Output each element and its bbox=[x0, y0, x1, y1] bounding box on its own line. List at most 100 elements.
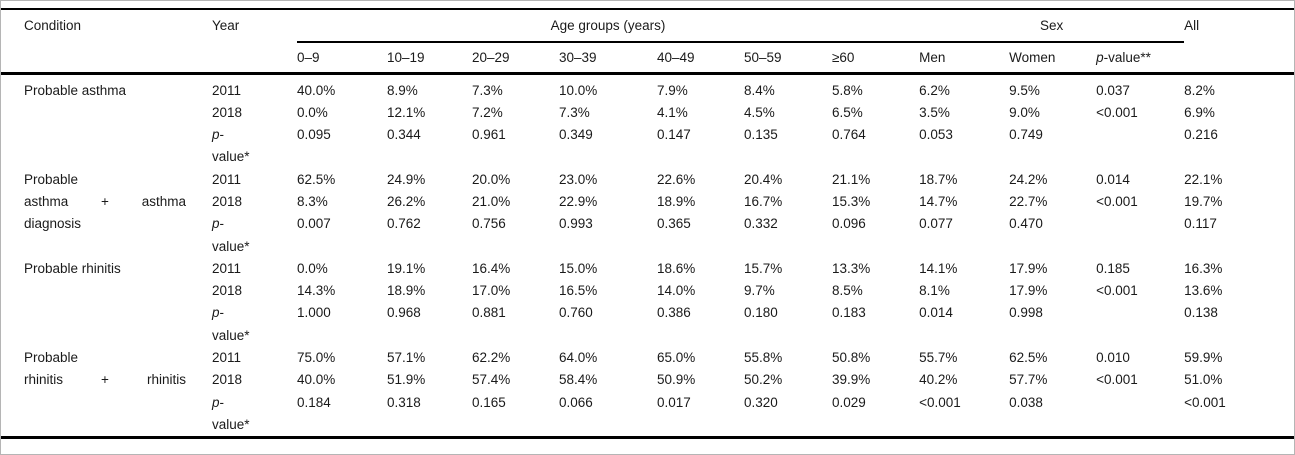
value-cell: 0.037 bbox=[1096, 82, 1130, 98]
value-cell: 51.9% bbox=[387, 372, 426, 388]
year-cell: p-value* bbox=[212, 216, 250, 254]
value-cell: 0.993 bbox=[559, 216, 593, 232]
value-cell: 39.9% bbox=[832, 372, 871, 388]
value-cell: 7.9% bbox=[657, 82, 688, 98]
value-cell: 0.017 bbox=[657, 394, 691, 410]
value-cell: 58.4% bbox=[559, 372, 598, 388]
value-cell: 50.9% bbox=[657, 372, 696, 388]
data-row: Probable asthma 2011 40.0% 8.9% 7.3% 10.0% 7.9… bbox=[1, 73, 1294, 102]
year-cell: p-value* bbox=[212, 394, 250, 432]
value-cell: 1.000 bbox=[297, 305, 331, 321]
value-cell: 0.365 bbox=[657, 216, 691, 232]
year-cell: 2011 bbox=[212, 260, 242, 276]
value-cell: 22.7% bbox=[1009, 193, 1048, 209]
value-cell bbox=[1096, 124, 1184, 169]
table-body: Probable asthma 2011 40.0% 8.9% 7.3% 10.0% 7.9… bbox=[1, 73, 1294, 438]
value-cell: 57.4% bbox=[472, 372, 511, 388]
col-header-0-9: 0–9 bbox=[297, 42, 387, 75]
value-cell: 16.4% bbox=[472, 260, 511, 276]
value-cell bbox=[1096, 302, 1184, 347]
value-cell: 62.2% bbox=[472, 350, 511, 366]
value-cell: 0.038 bbox=[1009, 394, 1043, 410]
value-cell: 19.7% bbox=[1184, 193, 1223, 209]
value-cell: 0.320 bbox=[744, 394, 778, 410]
value-cell: 21.0% bbox=[472, 193, 511, 209]
value-cell: 15.0% bbox=[559, 260, 598, 276]
value-cell: 14.3% bbox=[297, 283, 336, 299]
year-cell: p-value* bbox=[212, 305, 250, 343]
data-row: p-value* 0.007 0.762 0.756 0.993 0.365 0.332 0.… bbox=[1, 213, 1294, 258]
value-cell: 0.147 bbox=[657, 127, 691, 143]
value-cell: 50.8% bbox=[832, 350, 871, 366]
data-row: Probable asthma + asthma diagnosis 2011 62.5% 2… bbox=[1, 169, 1294, 232]
value-cell: 14.7% bbox=[919, 193, 958, 209]
value-cell: 9.5% bbox=[1009, 82, 1040, 98]
value-cell: 18.6% bbox=[657, 260, 696, 276]
value-cell: 18.7% bbox=[919, 171, 958, 187]
value-cell: 0.349 bbox=[559, 127, 593, 143]
value-cell: 0.756 bbox=[472, 216, 506, 232]
data-row: 2018 40.0% 51.9% 57.4% 58.4% 50.9% 50.2% 39.9% 4… bbox=[1, 369, 1294, 391]
col-header-p-value: p-value** bbox=[1096, 42, 1185, 75]
value-cell: 59.9% bbox=[1184, 350, 1223, 366]
value-cell: 4.1% bbox=[657, 104, 688, 120]
value-cell: 24.2% bbox=[1009, 171, 1048, 187]
value-cell bbox=[1096, 392, 1184, 438]
condition-label: Probable rhinitis + rhinitis bbox=[1, 347, 212, 438]
value-cell: 0.183 bbox=[832, 305, 866, 321]
value-cell bbox=[1096, 213, 1184, 258]
value-cell: 7.3% bbox=[472, 82, 503, 98]
value-cell: 0.764 bbox=[832, 127, 866, 143]
col-header-men: Men bbox=[919, 42, 1010, 75]
value-cell: 40.2% bbox=[919, 372, 958, 388]
value-cell: 9.0% bbox=[1009, 104, 1040, 120]
col-header-women: Women bbox=[1009, 42, 1097, 75]
data-row: p-value* 0.184 0.318 0.165 0.066 0.017 0.320 0.… bbox=[1, 392, 1294, 438]
value-cell: 0.007 bbox=[297, 216, 331, 232]
data-row: 2018 0.0% 12.1% 7.2% 7.3% 4.1% 4.5% 6.5% 3.5% 9.0… bbox=[1, 102, 1294, 124]
value-cell: 16.3% bbox=[1184, 260, 1223, 276]
value-cell: <0.001 bbox=[1096, 104, 1138, 120]
condition-label: Probable asthma bbox=[1, 73, 212, 169]
value-cell: 55.7% bbox=[919, 350, 958, 366]
value-cell: 0.066 bbox=[559, 394, 593, 410]
value-cell: 55.8% bbox=[744, 350, 783, 366]
value-cell: 0.010 bbox=[1096, 350, 1130, 366]
condition-label-line: asthma + asthma bbox=[24, 193, 186, 209]
col-header-all: All bbox=[1184, 9, 1294, 75]
value-cell: 7.3% bbox=[559, 104, 590, 120]
value-cell: 0.332 bbox=[744, 216, 778, 232]
value-cell: 15.3% bbox=[832, 193, 871, 209]
value-cell: 6.2% bbox=[919, 82, 950, 98]
value-cell: 18.9% bbox=[657, 193, 696, 209]
data-row: Probable rhinitis + rhinitis 2011 75.0% 57.1% 6… bbox=[1, 347, 1294, 387]
value-cell: 0.095 bbox=[297, 127, 331, 143]
value-cell: <0.001 bbox=[919, 394, 961, 410]
value-cell: 16.5% bbox=[559, 283, 598, 299]
value-cell: 0.968 bbox=[387, 305, 421, 321]
year-cell: 2011 bbox=[212, 350, 242, 366]
value-cell: 23.0% bbox=[559, 171, 598, 187]
value-cell: 0.216 bbox=[1184, 127, 1218, 143]
value-cell: 62.5% bbox=[297, 171, 336, 187]
value-cell: 0.318 bbox=[387, 394, 421, 410]
value-cell: 0.961 bbox=[472, 127, 506, 143]
condition-label-line: Probable asthma bbox=[24, 82, 127, 98]
condition-label-line: Probable bbox=[24, 350, 79, 366]
value-cell: 0.165 bbox=[472, 394, 506, 410]
year-cell: p-value* bbox=[212, 127, 250, 165]
value-cell: 57.1% bbox=[387, 350, 426, 366]
value-cell: 13.3% bbox=[832, 260, 871, 276]
value-cell: 0.077 bbox=[919, 216, 953, 232]
value-cell: 8.3% bbox=[297, 193, 328, 209]
value-cell: 75.0% bbox=[297, 350, 336, 366]
header-row-groups: Condition Year Age groups (years) Sex Al… bbox=[1, 9, 1294, 75]
value-cell: 0.184 bbox=[297, 394, 331, 410]
group-header-sex: Sex bbox=[919, 9, 1185, 43]
value-cell: 22.6% bbox=[657, 171, 696, 187]
value-cell: 0.881 bbox=[472, 305, 506, 321]
data-row: p-value* 1.000 0.968 0.881 0.760 0.386 0.180 0.… bbox=[1, 302, 1294, 347]
year-cell: 2018 bbox=[212, 193, 243, 209]
value-cell: 22.1% bbox=[1184, 171, 1223, 187]
